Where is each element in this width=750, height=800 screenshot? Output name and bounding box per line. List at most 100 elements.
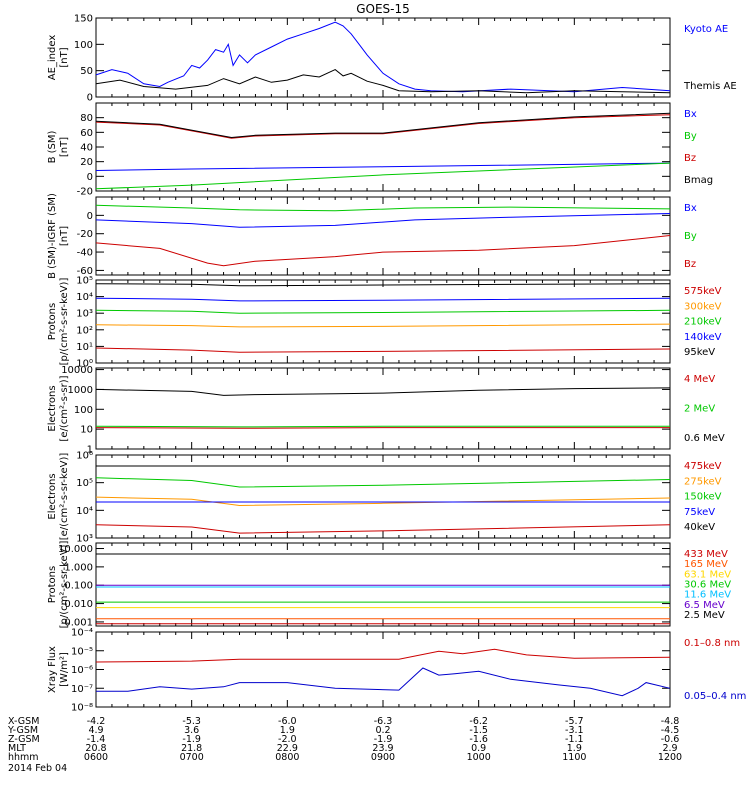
y-tick-label: 10⁻⁴ (71, 628, 93, 639)
y-tick-label: 10³ (76, 534, 93, 545)
panel-5: 10³ 10⁴ 10⁵ 10⁶ Electrons [e/(cm²-s-sr-keV)] 4… (47, 451, 722, 545)
y-axis-label: Protons (47, 303, 58, 340)
x-axis-value: -1.9 (374, 734, 393, 745)
legend-entry: 2.5 MeV (684, 610, 725, 621)
panel-frame (95, 542, 671, 627)
y-axis-label: Protons (47, 566, 58, 603)
y-axis-label: B (SM) (47, 130, 58, 163)
y-tick-label: 0 (87, 93, 93, 104)
x-axis-value: -1.5 (469, 725, 488, 736)
series-line-bz (95, 114, 671, 139)
legend-entry: 0.6 MeV (684, 433, 725, 444)
series-line-0-05-0-4-nm (96, 667, 671, 697)
series-line-150kev (95, 477, 671, 488)
y-tick-label: 10000 (61, 365, 93, 376)
x-axis-row-label: hhmm (8, 752, 39, 763)
series-line-475kev (95, 524, 671, 534)
legend-entry: 6.5 MeV (684, 600, 725, 611)
legend-entry: Bx (684, 109, 697, 120)
x-axis-value: -6.0 (278, 716, 297, 727)
x-axis-value: 21.8 (181, 743, 202, 754)
x-axis-value: -4.2 (87, 716, 106, 727)
y-axis-label: [nT] (59, 137, 70, 157)
x-axis-value: -4.8 (661, 716, 680, 727)
y-tick-label: 10⁶ (76, 451, 93, 462)
legend-entry: Bz (684, 259, 696, 270)
y-axis-label: AE_index (47, 35, 58, 81)
y-tick-label: 1 (87, 445, 93, 456)
x-axis-value: 2.9 (662, 743, 677, 754)
x-axis-value: 4.9 (88, 725, 103, 736)
y-tick-label: 0.010 (64, 599, 93, 610)
series-line-0-1-0-8-nm (95, 648, 671, 663)
x-axis-value: -4.5 (661, 725, 680, 736)
legend-entry: 140keV (684, 332, 722, 343)
legend-entry: Bz (684, 153, 696, 164)
legend-entry: Themis AE (683, 81, 737, 92)
legend-entry: 4 MeV (684, 374, 715, 385)
legend-entry: 575keV (684, 286, 722, 297)
legend-entry: By (684, 131, 697, 142)
y-axis-label: B (SM)-IGRF (SM) (47, 193, 58, 279)
x-axis-value: -0.6 (661, 734, 680, 745)
legend-entry: 75keV (684, 507, 715, 518)
y-tick-label: 100 (74, 40, 93, 51)
y-tick-label: 50 (80, 66, 93, 77)
y-tick-label: 10⁴ (76, 292, 93, 303)
series-line-bx (95, 162, 671, 171)
y-tick-label: 10⁻⁵ (71, 646, 93, 657)
series-line-300kev (95, 323, 671, 328)
y-tick-label: 10.000 (58, 544, 93, 555)
y-tick-label: 0.001 (64, 617, 93, 628)
y-axis-label: [e/(cm²-s-sr-keV)] (59, 453, 70, 541)
x-axis-value: 1000 (467, 752, 491, 763)
legend-entry: Kyoto AE (684, 24, 728, 35)
panel-3: 10⁰ 10¹ 10² 10³ 10⁴ 10⁵ Protons [p/(cm²-s-sr-ke… (47, 276, 722, 370)
legend-entry: 275keV (684, 476, 722, 487)
y-tick-label: 10⁵ (76, 478, 93, 489)
legend-entry: 30.6 MeV (684, 580, 731, 591)
legend-entry: By (684, 231, 697, 242)
x-axis-value: 3.6 (184, 725, 199, 736)
x-axis-row-label: X-GSM (8, 716, 39, 727)
panel-1: -20 0 20 40 60 80 B (SM) [nT] Bx By Bz Bmag (47, 102, 713, 198)
y-axis-label: [nT] (59, 47, 70, 67)
series-line-themis-ae (95, 69, 671, 94)
series-line-2-mev (95, 425, 670, 428)
y-tick-label: 10⁵ (76, 276, 93, 287)
x-axis-value: 22.9 (277, 743, 298, 754)
y-tick-label: 20 (80, 157, 93, 168)
y-axis-label: [nT] (59, 226, 70, 246)
series-line-by (95, 162, 671, 190)
panel-frame (95, 367, 671, 450)
legend-entry: 63.1 MeV (684, 569, 731, 580)
y-tick-label: 10 (80, 425, 93, 436)
series-line-575kev (95, 347, 671, 353)
x-axis-value: -6.3 (374, 716, 393, 727)
x-axis-value: 1.9 (567, 743, 582, 754)
x-axis-value: 0.2 (375, 725, 390, 736)
x-axis-value: 23.9 (372, 743, 393, 754)
y-tick-label: -20 (77, 187, 93, 198)
x-axis-value: -1.6 (469, 734, 488, 745)
y-axis-label: [p/(cm²-s-sr-keV)] (59, 278, 70, 366)
y-tick-label: 10¹ (76, 342, 93, 353)
series-line-bx (95, 213, 671, 228)
y-tick-label: 40 (80, 143, 93, 154)
panel-0: 0 50 100 150 AE_index [nT] Kyoto AE Themis AE (47, 14, 737, 104)
y-tick-label: 1.000 (64, 562, 93, 573)
x-axis-value: -1.1 (565, 734, 584, 745)
y-tick-label: 0.100 (64, 581, 93, 592)
x-axis-value: 1100 (562, 752, 586, 763)
y-tick-label: 10⁰ (76, 359, 93, 370)
panel-7: 10⁻⁸ 10⁻⁷ 10⁻⁶ 10⁻⁵ 10⁻⁴ Xray Flux [W/m²] 0.1–0… (47, 628, 746, 714)
chart-title: GOES-15 (356, 2, 410, 16)
series-line-0-6-mev (95, 387, 671, 396)
legend-entry: Bx (684, 203, 697, 214)
y-tick-label: -40 (77, 248, 93, 259)
x-axis-value: 1200 (658, 752, 682, 763)
panel-2: -60 -40 -20 0 B (SM)-IGRF (SM) [nT] Bx By Bz (47, 193, 697, 279)
series-line-bz (95, 235, 671, 267)
